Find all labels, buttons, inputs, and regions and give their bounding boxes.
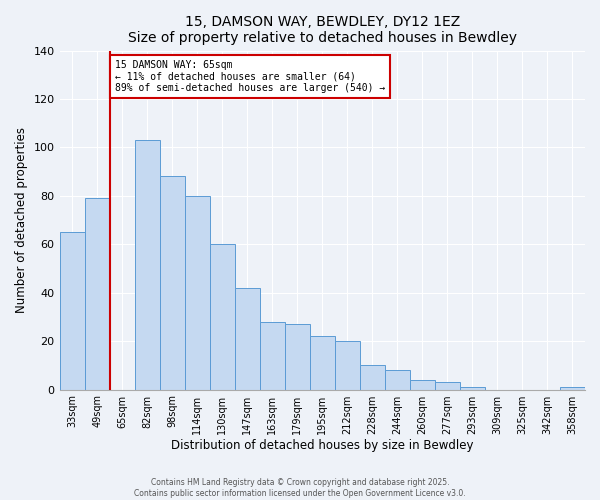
Bar — [209, 244, 235, 390]
Bar — [435, 382, 460, 390]
Title: 15, DAMSON WAY, BEWDLEY, DY12 1EZ
Size of property relative to detached houses i: 15, DAMSON WAY, BEWDLEY, DY12 1EZ Size o… — [128, 15, 517, 45]
Bar — [260, 322, 285, 390]
Bar — [160, 176, 185, 390]
Bar — [59, 232, 85, 390]
Bar — [560, 387, 585, 390]
Bar — [134, 140, 160, 390]
Bar — [235, 288, 260, 390]
Text: Contains HM Land Registry data © Crown copyright and database right 2025.
Contai: Contains HM Land Registry data © Crown c… — [134, 478, 466, 498]
Bar — [185, 196, 209, 390]
Y-axis label: Number of detached properties: Number of detached properties — [15, 127, 28, 313]
Bar — [285, 324, 310, 390]
Bar — [310, 336, 335, 390]
Bar — [385, 370, 410, 390]
X-axis label: Distribution of detached houses by size in Bewdley: Distribution of detached houses by size … — [171, 440, 473, 452]
Bar — [460, 387, 485, 390]
Text: 15 DAMSON WAY: 65sqm
← 11% of detached houses are smaller (64)
89% of semi-detac: 15 DAMSON WAY: 65sqm ← 11% of detached h… — [115, 60, 385, 94]
Bar — [335, 341, 360, 390]
Bar — [85, 198, 110, 390]
Bar — [410, 380, 435, 390]
Bar — [360, 366, 385, 390]
